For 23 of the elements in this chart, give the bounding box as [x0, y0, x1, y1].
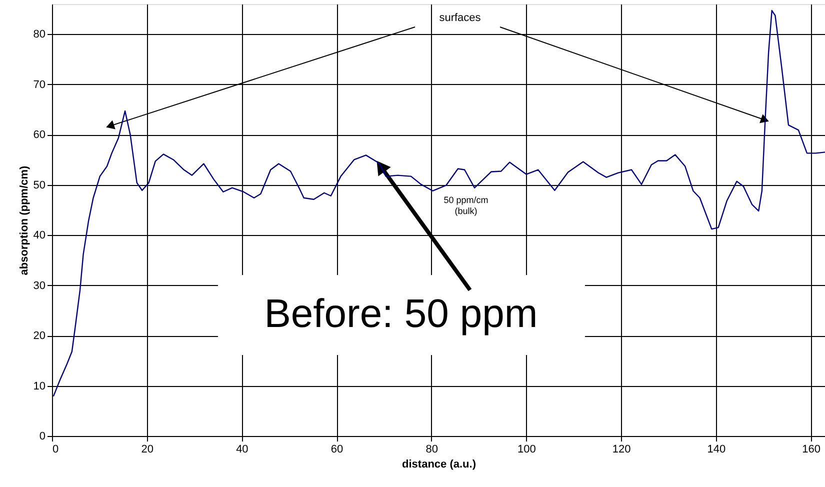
y-tick-label: 40 — [33, 230, 46, 242]
y-axis-title: absorption (ppm/cm) — [18, 165, 30, 276]
y-tick-label: 10 — [33, 380, 46, 392]
y-tick-label: 80 — [33, 28, 46, 41]
y-tick-label: 0 — [39, 430, 46, 442]
x-tick-label: 140 — [707, 444, 726, 456]
x-tick-label: 80 — [426, 444, 438, 456]
annotation: surfaces — [439, 12, 482, 24]
x-tick-label: 0 — [52, 444, 59, 456]
y-tick-label: 30 — [33, 280, 46, 292]
y-tick-label: 20 — [33, 330, 46, 342]
annotation: Before: 50 ppm — [264, 292, 538, 336]
y-tick-label: 60 — [33, 129, 46, 142]
annotation: 50 ppm/cm (bulk) — [444, 195, 488, 216]
x-tick-label: 160 — [802, 444, 820, 456]
x-tick-label: 20 — [141, 444, 154, 456]
x-tick-label: 120 — [612, 444, 631, 456]
x-tick-label: 40 — [236, 444, 248, 456]
y-tick-label: 50 — [33, 179, 46, 192]
x-tick-label: 60 — [330, 444, 344, 456]
x-axis-title: distance (a.u.) — [402, 458, 476, 470]
y-tick-label: 70 — [33, 78, 46, 91]
x-tick-label: 100 — [518, 444, 536, 456]
